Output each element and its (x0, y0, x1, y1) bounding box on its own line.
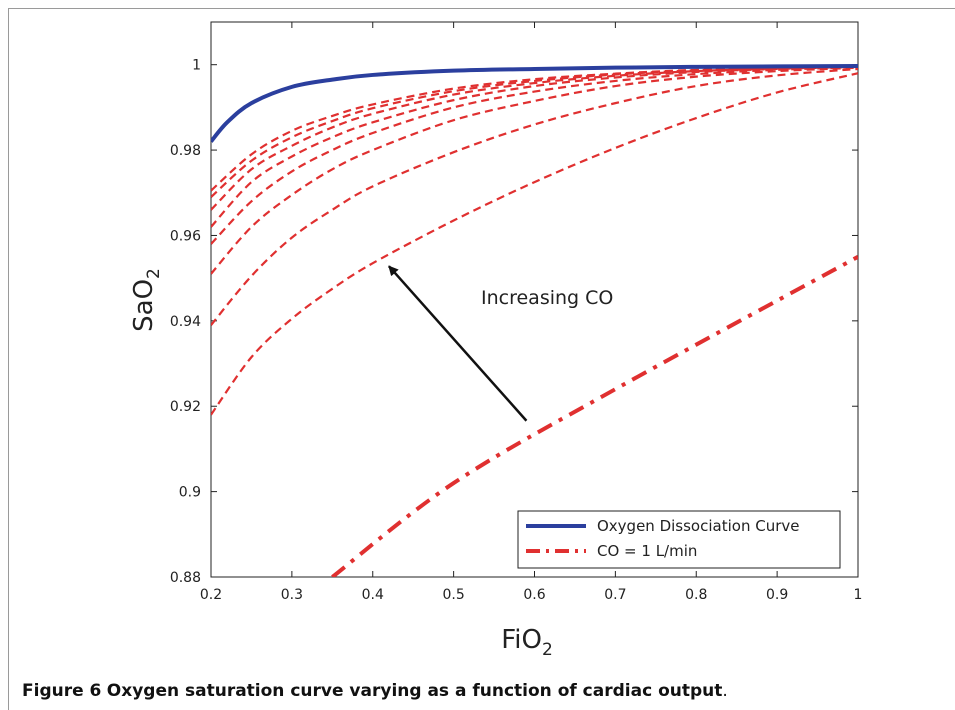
caption-end: . (722, 681, 728, 701)
y-tick-label: 1 (192, 58, 201, 74)
x-tick-label: 0.3 (281, 587, 303, 603)
legend-label-co: CO = 1 L/min (597, 542, 697, 560)
x-tick-label: 0.5 (442, 587, 464, 603)
x-axis-label: FiO2 (501, 625, 553, 660)
series-line-5 (211, 66, 858, 245)
axis-ticks (210, 22, 859, 578)
series-line-9 (211, 65, 858, 192)
legend-label-ocd: Oxygen Dissociation Curve (597, 517, 799, 535)
x-tick-label: 0.8 (685, 587, 707, 603)
legend-box (517, 510, 841, 569)
y-tick-label: 0.9 (179, 485, 201, 501)
axis-tick-labels: 0.2 0.3 0.4 0.5 0.6 0.7 0.8 0.9 1 0.88 0.9 0.92 0.94… (170, 58, 863, 603)
series-line-2 (211, 72, 858, 416)
x-tick-label: 0.6 (523, 587, 545, 603)
figure-frame (8, 8, 955, 710)
x-tick-label: 0.2 (200, 587, 222, 603)
x-tick-label: 0.9 (766, 587, 788, 603)
y-tick-label: 0.92 (170, 399, 201, 415)
annotation-text: Increasing CO (481, 287, 613, 309)
annotation-arrow (387, 265, 528, 422)
series-line-7 (211, 65, 858, 211)
series-line-0 (211, 63, 858, 143)
y-axis-label-main: SaO (129, 279, 159, 332)
series-line-4 (211, 66, 858, 275)
series-line-6 (211, 65, 858, 228)
series-line-3 (211, 67, 858, 326)
y-axis-label: SaO2 (129, 268, 164, 332)
legend: Oxygen Dissociation Curve CO = 1 L/min (517, 510, 841, 569)
figure-caption: Figure 6 Oxygen saturation curve varying… (22, 681, 728, 701)
series-layer (211, 63, 858, 577)
caption-text: Oxygen saturation curve varying as a fun… (106, 681, 723, 701)
y-tick-label: 0.88 (170, 570, 201, 586)
x-axis-label-sub: 2 (542, 640, 553, 660)
x-tick-label: 1 (854, 587, 863, 603)
series-line-1 (331, 255, 858, 577)
x-tick-label: 0.7 (604, 587, 626, 603)
y-tick-label: 0.96 (170, 228, 201, 244)
caption-label: Figure 6 (22, 681, 102, 701)
y-tick-label: 0.94 (170, 314, 201, 330)
y-axis-label-sub: 2 (144, 268, 164, 279)
x-axis-label-main: FiO (501, 625, 542, 655)
y-tick-label: 0.98 (170, 143, 201, 159)
chart: 0.2 0.3 0.4 0.5 0.6 0.7 0.8 0.9 1 0.88 0.9 0.92 0.94… (129, 21, 863, 660)
x-tick-label: 0.4 (362, 587, 384, 603)
